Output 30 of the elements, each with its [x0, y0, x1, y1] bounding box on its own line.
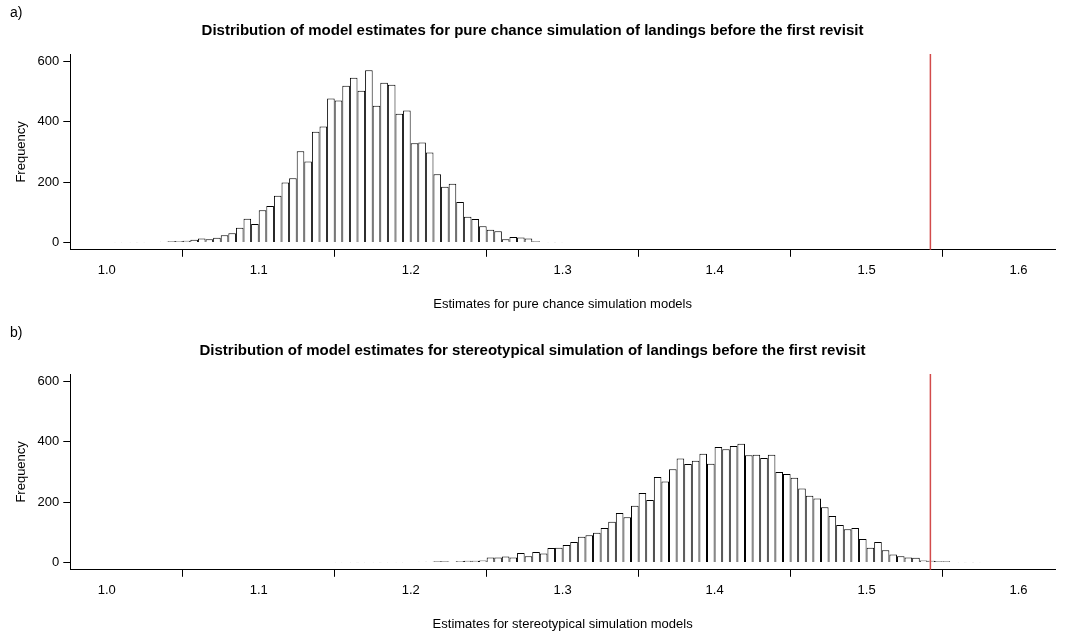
y-tick-label: 0 — [52, 554, 60, 570]
y-tick-label: 600 — [37, 52, 60, 68]
x-tick-label: 1.3 — [553, 582, 572, 598]
x-tick-label: 1.0 — [97, 582, 116, 598]
text: a) — [10, 3, 23, 20]
x-tick-label: 1.3 — [553, 262, 572, 278]
x-tick-label: 1.2 — [401, 262, 420, 278]
chart-title: Distribution of model estimates for stereotypical simulation of landings before the first revisit — [199, 341, 866, 359]
y-tick-label: 0 — [52, 234, 60, 250]
x-tick-label: 1.5 — [857, 262, 876, 278]
y-axis-title: Frequency — [13, 120, 29, 183]
x-tick-label: 1.6 — [1009, 262, 1028, 278]
x-tick-label: 1.0 — [97, 262, 116, 278]
x-tick-label: 1.6 — [1009, 582, 1028, 598]
x-axis-title: Estimates for pure chance simulation models — [433, 295, 693, 311]
x-tick-label: 1.1 — [249, 582, 268, 598]
x-tick-label: 1.4 — [705, 262, 724, 278]
x-tick-label: 1.2 — [401, 582, 420, 598]
y-tick-label: 400 — [37, 113, 60, 129]
x-tick-label: 1.5 — [857, 582, 876, 598]
text: b) — [10, 323, 23, 340]
chart-title: Distribution of model estimates for pure chance simulation of landings before the first revisit — [201, 21, 864, 39]
y-tick-label: 600 — [37, 372, 60, 388]
x-tick-label: 1.4 — [705, 582, 724, 598]
x-tick-label: 1.1 — [249, 262, 268, 278]
y-tick-label: 200 — [37, 493, 60, 509]
y-axis-title: Frequency — [13, 440, 29, 503]
x-axis-title: Estimates for stereotypical simulation models — [432, 615, 694, 631]
y-tick-label: 400 — [37, 433, 60, 449]
y-tick-label: 200 — [37, 173, 60, 189]
